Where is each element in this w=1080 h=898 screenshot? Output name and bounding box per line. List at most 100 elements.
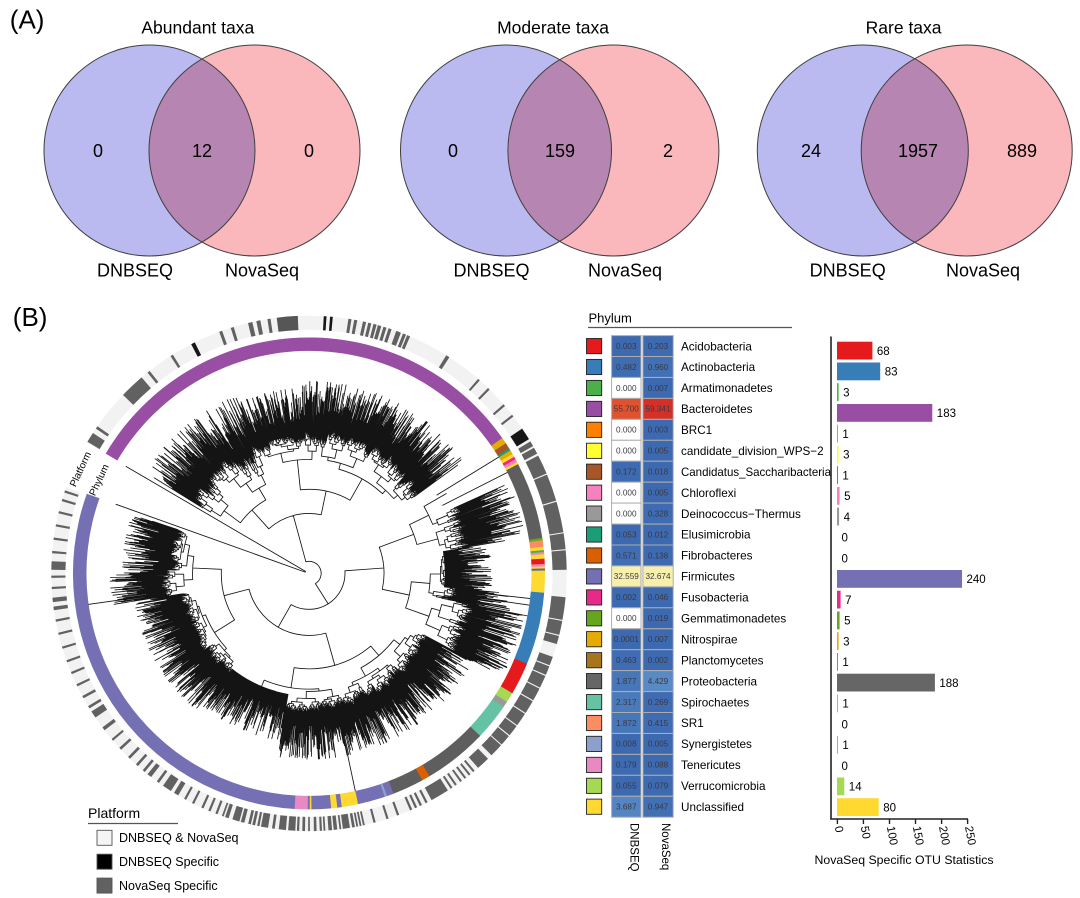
svg-text:1: 1 — [842, 699, 848, 711]
svg-text:SR1: SR1 — [681, 717, 704, 730]
svg-text:250: 250 — [962, 825, 977, 846]
svg-text:DNBSEQ: DNBSEQ — [810, 261, 886, 281]
svg-text:159: 159 — [545, 141, 575, 161]
svg-text:0.328: 0.328 — [648, 509, 669, 518]
svg-text:3.687: 3.687 — [616, 803, 637, 812]
svg-text:Nitrospirae: Nitrospirae — [681, 633, 738, 646]
svg-text:Actinobacteria: Actinobacteria — [681, 361, 756, 374]
svg-text:0.000: 0.000 — [616, 426, 637, 435]
svg-text:candidate_division_WPS−2: candidate_division_WPS−2 — [681, 445, 824, 458]
svg-text:1.872: 1.872 — [616, 719, 637, 728]
svg-text:7: 7 — [845, 595, 851, 607]
svg-text:0.018: 0.018 — [648, 468, 669, 477]
svg-text:0: 0 — [832, 825, 845, 833]
svg-text:Platform: Platform — [88, 805, 140, 821]
svg-text:Proteobacteria: Proteobacteria — [681, 675, 758, 688]
svg-text:0.005: 0.005 — [648, 740, 669, 749]
svg-text:0.002: 0.002 — [616, 593, 637, 602]
svg-text:0: 0 — [842, 719, 848, 731]
svg-text:0.007: 0.007 — [648, 635, 669, 644]
svg-text:5: 5 — [844, 616, 850, 628]
svg-text:0.269: 0.269 — [648, 698, 669, 707]
svg-text:59.341: 59.341 — [645, 405, 670, 414]
svg-text:0.000: 0.000 — [616, 509, 637, 518]
svg-text:0.203: 0.203 — [648, 342, 669, 351]
svg-text:188: 188 — [939, 678, 958, 690]
svg-text:NovaSeq Specific: NovaSeq Specific — [119, 879, 218, 893]
svg-text:68: 68 — [877, 346, 890, 358]
svg-text:0.008: 0.008 — [616, 740, 637, 749]
svg-text:0.482: 0.482 — [616, 363, 637, 372]
svg-text:240: 240 — [967, 574, 986, 586]
svg-text:0.947: 0.947 — [648, 803, 669, 812]
svg-text:NovaSeq Specific OTU Statistic: NovaSeq Specific OTU Statistics — [814, 853, 993, 867]
svg-text:100: 100 — [884, 825, 899, 846]
svg-text:0.005: 0.005 — [648, 447, 669, 456]
svg-text:Rare taxa: Rare taxa — [866, 18, 942, 38]
svg-text:0.000: 0.000 — [616, 489, 637, 498]
svg-text:0.960: 0.960 — [648, 363, 669, 372]
svg-text:0.172: 0.172 — [616, 468, 637, 477]
svg-text:0.053: 0.053 — [616, 530, 637, 539]
svg-text:0: 0 — [93, 141, 103, 161]
svg-text:0: 0 — [842, 533, 848, 545]
svg-text:0.012: 0.012 — [648, 530, 669, 539]
svg-text:Tenericutes: Tenericutes — [681, 759, 741, 772]
svg-text:Verrucomicrobia: Verrucomicrobia — [681, 780, 766, 793]
svg-text:0.079: 0.079 — [648, 782, 669, 791]
svg-text:Fibrobacteres: Fibrobacteres — [681, 550, 753, 563]
svg-text:0.002: 0.002 — [648, 656, 669, 665]
svg-text:Spirochaetes: Spirochaetes — [681, 696, 749, 709]
svg-text:Candidatus_Saccharibacteria: Candidatus_Saccharibacteria — [681, 466, 831, 479]
svg-text:0.046: 0.046 — [648, 593, 669, 602]
svg-text:0: 0 — [842, 553, 848, 565]
svg-text:1: 1 — [842, 657, 848, 669]
svg-text:5: 5 — [844, 491, 850, 503]
svg-text:DNBSEQ Specific: DNBSEQ Specific — [119, 855, 219, 869]
svg-text:3: 3 — [843, 636, 849, 648]
svg-text:0.003: 0.003 — [616, 342, 637, 351]
svg-text:NovaSeq: NovaSeq — [946, 261, 1020, 281]
svg-text:200: 200 — [936, 825, 951, 846]
svg-text:32.674: 32.674 — [645, 572, 670, 581]
svg-text:0.007: 0.007 — [648, 384, 669, 393]
svg-text:12: 12 — [192, 141, 212, 161]
svg-text:(B): (B) — [13, 302, 48, 332]
svg-text:0.0001: 0.0001 — [614, 635, 639, 644]
svg-text:Armatimonadetes: Armatimonadetes — [681, 382, 773, 395]
svg-text:0.003: 0.003 — [648, 426, 669, 435]
svg-text:NovaSeq: NovaSeq — [588, 261, 662, 281]
svg-text:2: 2 — [663, 141, 673, 161]
svg-text:4: 4 — [844, 512, 851, 524]
svg-text:0.571: 0.571 — [616, 551, 637, 560]
svg-text:BRC1: BRC1 — [681, 424, 712, 437]
svg-text:0.088: 0.088 — [648, 761, 669, 770]
svg-text:DNBSEQ: DNBSEQ — [97, 261, 173, 281]
svg-text:2.317: 2.317 — [616, 698, 637, 707]
svg-text:Phylum: Phylum — [589, 311, 632, 326]
svg-text:NovaSeq: NovaSeq — [659, 823, 671, 870]
svg-text:183: 183 — [937, 408, 956, 420]
svg-text:Firmicutes: Firmicutes — [681, 571, 735, 584]
svg-text:Abundant taxa: Abundant taxa — [141, 18, 254, 38]
svg-text:1: 1 — [842, 429, 848, 441]
svg-text:50: 50 — [858, 825, 872, 840]
svg-text:Fusobacteria: Fusobacteria — [681, 592, 749, 605]
svg-text:55.700: 55.700 — [614, 405, 639, 414]
svg-text:Acidobacteria: Acidobacteria — [681, 340, 752, 353]
svg-text:0.179: 0.179 — [616, 761, 637, 770]
svg-text:Deinococcus−Thermus: Deinococcus−Thermus — [681, 508, 801, 521]
svg-text:DNBSEQ: DNBSEQ — [627, 823, 639, 872]
svg-text:0.415: 0.415 — [648, 719, 669, 728]
svg-text:0.000: 0.000 — [616, 447, 637, 456]
svg-text:1: 1 — [842, 470, 848, 482]
svg-text:DNBSEQ & NovaSeq: DNBSEQ & NovaSeq — [119, 831, 239, 845]
svg-text:0.000: 0.000 — [616, 614, 637, 623]
svg-text:0.138: 0.138 — [648, 551, 669, 560]
svg-text:1.877: 1.877 — [616, 677, 637, 686]
svg-text:1957: 1957 — [898, 141, 938, 161]
svg-text:0.000: 0.000 — [616, 384, 637, 393]
svg-text:Planctomycetes: Planctomycetes — [681, 654, 764, 667]
svg-text:0.019: 0.019 — [648, 614, 669, 623]
svg-text:Unclassified: Unclassified — [681, 801, 744, 814]
